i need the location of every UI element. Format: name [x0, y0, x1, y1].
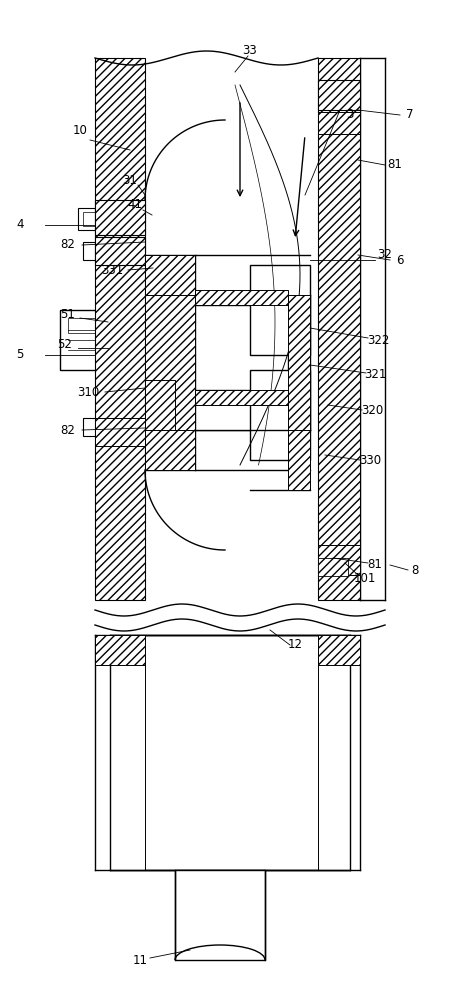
Text: 3: 3 — [346, 108, 354, 121]
Bar — [195, 295, 310, 430]
Text: 33: 33 — [243, 43, 257, 56]
Bar — [318, 635, 360, 665]
Bar — [68, 318, 103, 333]
Bar — [195, 305, 288, 390]
Bar — [95, 200, 145, 235]
Bar — [83, 212, 106, 226]
Bar — [195, 290, 288, 305]
Text: 51: 51 — [61, 308, 75, 322]
Bar — [250, 265, 310, 355]
Text: 52: 52 — [58, 338, 73, 352]
Text: 10: 10 — [73, 123, 87, 136]
Bar — [145, 380, 175, 430]
Bar — [95, 237, 145, 265]
Text: 31: 31 — [122, 174, 137, 186]
Text: 12: 12 — [287, 639, 303, 652]
Text: 5: 5 — [16, 349, 24, 361]
Bar — [145, 430, 195, 470]
Text: 81: 81 — [368, 558, 383, 572]
Bar — [95, 418, 145, 446]
Bar — [318, 558, 348, 576]
Text: 6: 6 — [396, 253, 404, 266]
Text: 11: 11 — [133, 954, 147, 966]
Text: 320: 320 — [361, 403, 383, 416]
Bar — [83, 242, 113, 260]
Bar — [95, 635, 145, 870]
Bar — [95, 635, 145, 665]
Text: 322: 322 — [367, 334, 389, 347]
Bar — [250, 370, 310, 460]
Bar — [195, 390, 288, 405]
Bar — [60, 310, 140, 370]
Text: 330: 330 — [359, 454, 381, 466]
Bar — [318, 58, 360, 600]
Bar — [83, 418, 113, 436]
Bar — [330, 90, 348, 100]
Bar — [318, 635, 360, 870]
Text: 81: 81 — [388, 158, 402, 172]
Bar — [195, 305, 288, 390]
Text: 41: 41 — [128, 198, 142, 212]
Text: 32: 32 — [377, 248, 392, 261]
Bar — [318, 545, 360, 575]
Text: 82: 82 — [61, 238, 75, 251]
Text: 82: 82 — [61, 424, 75, 436]
Bar — [288, 430, 310, 490]
Text: 7: 7 — [406, 108, 414, 121]
Bar — [145, 255, 195, 295]
Bar — [78, 208, 113, 230]
Bar — [95, 58, 145, 600]
Bar — [175, 870, 265, 960]
Bar — [318, 112, 360, 134]
Text: 321: 321 — [364, 368, 386, 381]
Text: 101: 101 — [354, 572, 376, 584]
Bar — [110, 635, 350, 870]
Bar — [288, 295, 310, 470]
Bar — [318, 80, 360, 110]
Text: 4: 4 — [16, 219, 24, 232]
Bar — [145, 295, 195, 430]
Text: 310: 310 — [77, 385, 99, 398]
Text: 8: 8 — [411, 564, 419, 576]
Text: 331: 331 — [101, 263, 123, 276]
